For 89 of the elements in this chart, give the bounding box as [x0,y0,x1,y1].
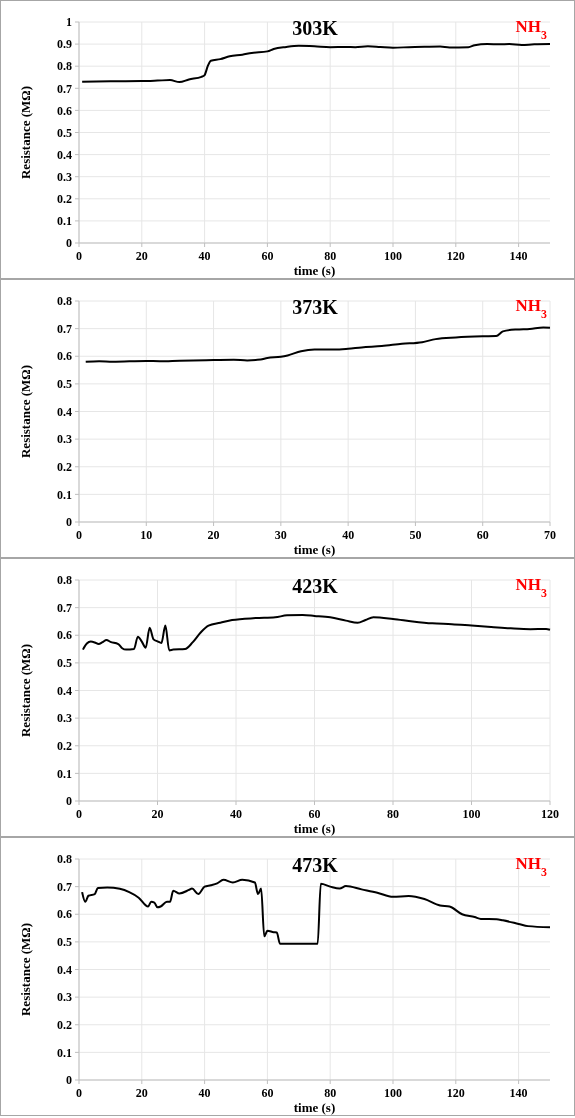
x-tick-label: 0 [76,528,82,542]
chart-title: 303K [292,17,339,39]
x-tick-label: 70 [544,528,556,542]
y-tick-label: 0.3 [57,711,72,726]
y-tick-label: 0.6 [57,103,72,118]
y-tick-label: 0.5 [57,125,72,140]
y-tick-label: 0.1 [57,487,72,502]
annotation: NH$_{3}$ [515,17,548,42]
x-tick-label: 60 [308,807,321,821]
y-tick-label: 0.3 [57,990,72,1005]
x-axis-title: time (s) [293,263,336,278]
chart-title: 423K [292,575,339,597]
y-tick-label: 1 [66,15,72,30]
y-tick-label: 0.8 [57,852,72,867]
y-tick-label: 0.3 [57,169,72,184]
y-tick-label: 0.7 [57,81,72,96]
x-tick-label: 60 [261,1086,274,1100]
x-tick-label: 10 [140,528,153,542]
chart-title: 373K [292,296,339,318]
x-tick-label: 60 [261,249,274,263]
x-tick-label: 100 [384,1086,402,1100]
x-tick-label: 40 [230,807,242,821]
y-tick-label: 0 [66,236,72,251]
x-axis-title: time (s) [293,542,336,557]
y-tick-label: 0.1 [57,1045,72,1060]
y-tick-label: 0.4 [57,683,72,698]
x-tick-label: 120 [541,807,559,821]
x-tick-label: 140 [509,1086,528,1100]
y-tick-label: 0 [66,794,72,809]
y-tick-label: 0.7 [57,600,72,615]
x-tick-label: 100 [462,807,481,821]
y-tick-label: 0 [66,515,72,530]
y-tick-label: 0.1 [57,766,72,781]
line-series [84,326,551,363]
x-tick-label: 20 [135,1086,148,1100]
y-tick-label: 0.7 [57,321,72,336]
y-tick-label: 0 [66,1073,72,1088]
y-tick-label: 0.2 [57,459,72,474]
y-tick-label: 0.8 [57,59,72,74]
line-series [81,878,551,945]
x-tick-label: 140 [509,249,528,263]
x-tick-label: 80 [324,1086,337,1100]
x-tick-label: 0 [76,1086,82,1100]
y-tick-label: 0.9 [57,37,72,52]
x-tick-label: 120 [446,1086,465,1100]
x-tick-label: 40 [342,528,355,542]
x-tick-label: 100 [384,249,402,263]
y-tick-label: 0.6 [57,628,72,643]
y-tick-label: 0.2 [57,738,72,753]
x-tick-label: 30 [274,528,287,542]
annotation: NH$_{3}$ [515,854,548,879]
x-tick-label: 20 [151,807,164,821]
y-tick-label: 0.4 [57,404,72,419]
x-tick-label: 0 [76,807,82,821]
x-tick-label: 80 [387,807,399,821]
y-tick-label: 0.8 [57,294,72,309]
y-tick-label: 0.4 [57,147,72,162]
y-tick-label: 0.1 [57,214,72,229]
x-tick-label: 40 [198,1086,211,1100]
x-tick-label: 60 [476,528,489,542]
x-tick-label: 40 [198,249,211,263]
x-axis-title: time (s) [293,1100,336,1115]
x-tick-label: 20 [135,249,148,263]
y-axis-title: Resistance (MΩ) [18,922,33,1017]
annotation: NH$_{3}$ [515,296,548,321]
x-tick-label: 0 [76,249,82,263]
y-tick-label: 0.8 [57,573,72,588]
x-tick-label: 50 [409,528,422,542]
line-series [81,43,551,84]
y-axis-title: Resistance (MΩ) [18,85,33,180]
y-tick-label: 0.5 [57,656,72,671]
x-tick-label: 120 [446,249,465,263]
y-tick-label: 0.6 [57,349,72,364]
y-tick-label: 0.4 [57,962,72,977]
y-tick-label: 0.2 [57,192,72,206]
line-series [81,614,551,652]
y-axis-title: Resistance (MΩ) [18,364,33,459]
y-tick-label: 0.5 [57,377,72,392]
y-tick-label: 0.3 [57,432,72,447]
y-tick-label: 0.2 [57,1017,72,1032]
y-axis-title: Resistance (MΩ) [18,643,33,738]
x-tick-label: 80 [324,249,337,263]
y-tick-label: 0.6 [57,907,72,922]
y-tick-label: 0.5 [57,935,72,950]
x-axis-title: time (s) [293,821,336,836]
chart-title: 473K [292,854,339,876]
annotation: NH$_{3}$ [515,575,548,600]
y-tick-label: 0.7 [57,879,72,894]
x-tick-label: 20 [207,528,220,542]
